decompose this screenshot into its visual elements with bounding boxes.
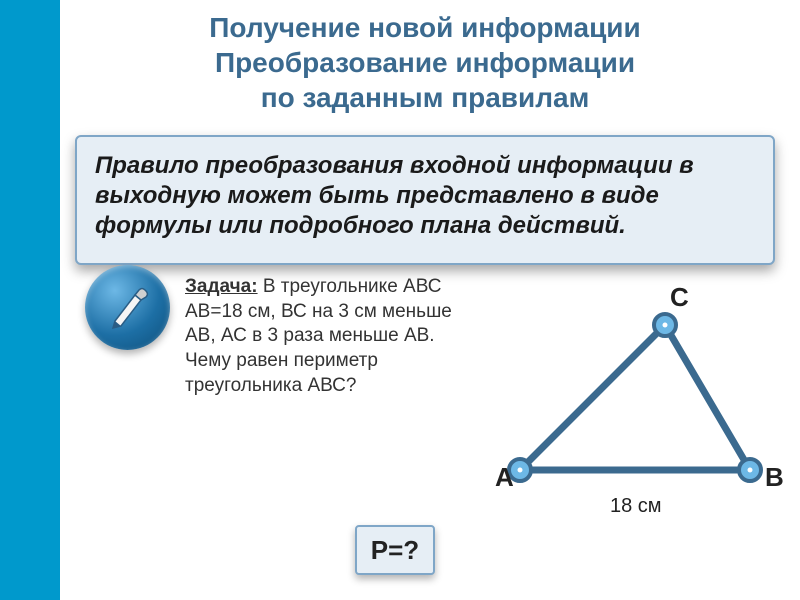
rule-box: Правило преобразования входной информаци… [75, 135, 775, 265]
vertex-label-C: С [670, 282, 689, 313]
title-line-1: Получение новой информации [60, 10, 790, 45]
rule-text: Правило преобразования входной информаци… [95, 152, 694, 239]
side-label-ab: 18 см [610, 495, 662, 518]
triangle-svg [490, 290, 790, 520]
problem-label: Задача: [185, 276, 258, 297]
title-line-2: Преобразование информации [60, 45, 790, 80]
pen-icon-svg [103, 283, 153, 333]
slide-title: Получение новой информации Преобразовани… [60, 10, 790, 115]
vertex-label-B: В [765, 462, 784, 493]
answer-text: Р=? [371, 535, 419, 566]
sidebar-accent [0, 0, 60, 600]
vertex-label-A: А [495, 462, 514, 493]
triangle-edge [520, 325, 665, 470]
triangle-edge [665, 325, 750, 470]
problem-text: Задача: В треугольнике АВС АВ=18 см, ВС … [185, 275, 475, 398]
pen-icon [85, 265, 170, 350]
title-line-3: по заданным правилам [60, 80, 790, 115]
answer-box: Р=? [355, 525, 435, 575]
triangle-diagram: АВС18 см [490, 290, 790, 520]
